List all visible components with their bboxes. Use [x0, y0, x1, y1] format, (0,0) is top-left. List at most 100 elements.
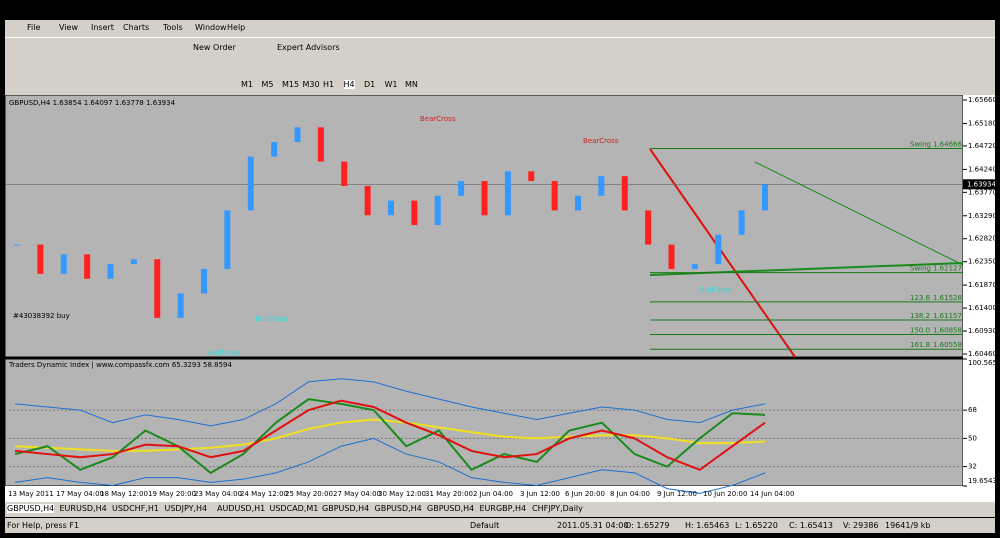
- y-tick-label: 68: [968, 406, 977, 414]
- candle: [60, 254, 67, 274]
- indicator-line: [14, 399, 766, 471]
- y-tick-label: 100.5657: [968, 359, 995, 367]
- last-price-box: [963, 179, 995, 190]
- candle: [224, 210, 231, 270]
- menu-item[interactable]: File: [27, 23, 41, 32]
- status-field: V: 29386: [843, 521, 879, 530]
- x-tick-label: 25 May 20:00: [285, 490, 333, 498]
- menu-item[interactable]: View: [59, 23, 78, 32]
- status-field: O: 1.65279: [625, 521, 670, 530]
- menu-bar: File View Insert Charts Tools Window Help: [5, 20, 995, 37]
- status-field: For Help, press F1: [7, 521, 80, 530]
- status-bar: For Help, press F1 Default 2011.05.31 04:0…: [5, 518, 995, 533]
- menu-item[interactable]: Tools: [163, 23, 183, 32]
- y-tick-label: 1.61400: [968, 304, 995, 312]
- timeframe-button[interactable]: D1: [364, 80, 376, 89]
- indicator-line: [14, 398, 766, 475]
- status-field: 19641/9 kb: [885, 521, 931, 530]
- annotation: BearCross: [583, 137, 619, 145]
- candle: [715, 234, 722, 265]
- timeframe-button[interactable]: M15: [282, 80, 300, 89]
- timeframe-button[interactable]: H4: [343, 80, 355, 89]
- x-tick-label: 14 Jun 04:00: [750, 490, 794, 498]
- x-tick-label: 27 May 04:00: [333, 490, 381, 498]
- candle: [551, 181, 558, 211]
- annotation: BullCross: [700, 286, 733, 294]
- y-tick-label: 19.6543: [968, 477, 995, 485]
- y-tick-label: 1.65180: [968, 119, 995, 127]
- chart-tab[interactable]: EURUSD,H4: [59, 504, 107, 513]
- candle: [645, 210, 652, 245]
- timeframe-button[interactable]: MN: [405, 80, 418, 89]
- candle: [294, 127, 301, 143]
- candle: [458, 181, 465, 196]
- candle: [762, 184, 768, 211]
- indicator-header: Traders Dynamic Index | www.compassfx.co…: [8, 361, 232, 369]
- y-tick-label: 1.62820: [968, 235, 995, 243]
- y-tick-label: 1.64720: [968, 142, 995, 150]
- x-tick-label: 9 Jun 12:00: [657, 490, 697, 498]
- y-tick-label: 1.61870: [968, 281, 995, 289]
- y-tick-label: 1.65660: [968, 96, 995, 104]
- timeframe-button[interactable]: H1: [323, 80, 335, 89]
- candle: [271, 142, 278, 157]
- chart-tab[interactable]: GBPUSD,H4: [427, 504, 475, 513]
- level-name: 138.2: [910, 312, 930, 320]
- menu-item[interactable]: Insert: [91, 23, 114, 32]
- annotation: BearCross: [420, 115, 456, 123]
- level-name: 161.8: [910, 341, 930, 349]
- expert-advisors[interactable]: Expert Advisors: [277, 43, 340, 52]
- y-tick-label: 1.64240: [968, 165, 995, 173]
- candle: [130, 259, 137, 265]
- chart-tab[interactable]: CHFJPY,Daily: [532, 504, 583, 513]
- candle: [738, 210, 745, 235]
- level-name: 150.0: [910, 327, 930, 335]
- status-field: H: 1.65463: [685, 521, 730, 530]
- y-tick-label: 1.60930: [968, 327, 995, 335]
- chart-tab[interactable]: USDJPY,H4: [164, 504, 208, 513]
- x-tick-label: 30 May 12:00: [378, 490, 426, 498]
- menu-item[interactable]: Window: [195, 23, 227, 32]
- x-tick-label: 8 Jun 04:00: [610, 490, 650, 498]
- x-tick-label: 18 May 12:00: [100, 490, 148, 498]
- level-name: 123.6: [910, 294, 931, 302]
- timeframe-button[interactable]: M30: [302, 80, 320, 89]
- chart-tab[interactable]: EURGBP,H4: [479, 504, 527, 513]
- menu-item[interactable]: Charts: [123, 23, 150, 32]
- new-order[interactable]: New Order: [193, 43, 236, 52]
- chart-tab[interactable]: USDCHF,H1: [112, 504, 159, 513]
- candle: [691, 264, 698, 270]
- candle: [598, 176, 605, 196]
- chart-tab[interactable]: GBPUSD,H4: [7, 504, 55, 513]
- status-field: Default: [470, 521, 500, 530]
- candle: [528, 171, 535, 182]
- timeframe-button[interactable]: M5: [261, 80, 274, 89]
- chart-tab[interactable]: GBPUSD,H4: [374, 504, 422, 513]
- x-tick-label: 17 May 04:00: [56, 490, 104, 498]
- status-field: 2011.05.31 04:00: [557, 521, 629, 530]
- candle: [201, 269, 207, 294]
- timeframe-button[interactable]: W1: [384, 80, 398, 89]
- candle: [388, 200, 394, 216]
- level-price: 1.60858: [933, 327, 962, 335]
- x-tick-label: 19 May 20:00: [148, 490, 196, 498]
- x-tick-label: 6 Jun 20:00: [565, 490, 605, 498]
- candle: [621, 176, 628, 211]
- candle: [434, 195, 441, 226]
- candle: [107, 264, 114, 279]
- x-tick-label: 24 May 12:00: [240, 490, 288, 498]
- toolbar: New Order Expert Advisors: [5, 37, 995, 58]
- candle: [481, 181, 488, 216]
- indicator-line: [14, 378, 766, 427]
- timeframe-button[interactable]: M1: [241, 80, 253, 89]
- chart-header: GBPUSD,H4 1.63854 1.64097 1.63778 1.6393…: [9, 99, 176, 107]
- chart-tab[interactable]: GBPUSD,H4: [322, 504, 370, 513]
- candle: [317, 127, 324, 162]
- candle: [154, 259, 161, 318]
- x-tick-label: 2 Jun 04:00: [473, 490, 513, 498]
- chart-tab[interactable]: AUDUSD,H1: [217, 504, 266, 513]
- status-field: C: 1.65413: [789, 521, 833, 530]
- chart-tab[interactable]: USDCAD,M1: [269, 504, 319, 513]
- menu-item[interactable]: Help: [227, 23, 246, 32]
- candle: [341, 161, 348, 186]
